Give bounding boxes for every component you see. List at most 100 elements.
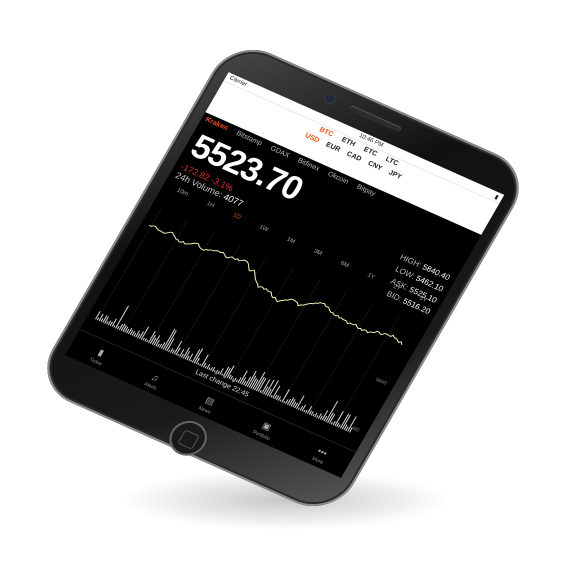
volume-bar	[305, 409, 308, 414]
volume-bar	[257, 377, 267, 392]
volume-bar	[266, 388, 272, 396]
range-1w[interactable]: 1W	[257, 224, 270, 234]
volume-bar	[106, 321, 109, 325]
tab-ticker[interactable]: ▮ Ticker	[88, 345, 110, 367]
grid-line	[229, 267, 294, 380]
volume-bar	[199, 363, 202, 366]
grid-line	[96, 208, 162, 321]
volume-bar	[239, 370, 248, 384]
volume-bar	[235, 379, 238, 383]
volume-bar	[338, 424, 341, 428]
volume-bar	[328, 414, 336, 424]
volume-bar	[211, 366, 216, 372]
bar-chart-icon: ▮	[96, 347, 106, 358]
volume-bar	[202, 362, 207, 368]
volume-bar	[111, 318, 117, 327]
volume-bar	[261, 379, 271, 394]
more-icon: •••	[315, 445, 330, 459]
volume-bar	[180, 353, 184, 358]
range-6m[interactable]: 6M	[339, 260, 350, 270]
volume-bar	[151, 337, 157, 345]
tab-more[interactable]: ••• More	[311, 445, 330, 466]
volume-bar	[319, 415, 323, 420]
volume-bar	[217, 370, 220, 375]
volume-bar	[334, 411, 344, 427]
range-10m[interactable]: 10m	[175, 187, 190, 198]
volume-bar	[173, 340, 183, 355]
volume-bar	[137, 333, 141, 339]
volume-bar	[164, 330, 177, 351]
volume-bar	[277, 396, 282, 401]
volume-bar	[160, 341, 166, 349]
volume-bar	[133, 332, 137, 337]
volume-bar	[186, 355, 190, 361]
volume-bar	[296, 395, 305, 409]
range-3m[interactable]: 3M	[312, 248, 323, 258]
volume-bar	[332, 420, 336, 426]
volume-bar	[100, 318, 104, 322]
volume-bar	[102, 315, 108, 323]
volume-bar	[294, 402, 298, 409]
tab-portfolio[interactable]: ▣ Portfolio	[251, 418, 277, 442]
briefcase-icon: ▣	[260, 420, 274, 433]
volume-bar	[153, 335, 161, 346]
tab-cad[interactable]: CAD	[345, 150, 363, 163]
tab-jpy[interactable]: JPY	[387, 169, 403, 181]
volume-bar	[275, 395, 280, 401]
volume-bar	[303, 409, 306, 413]
volume-bar	[168, 349, 171, 353]
volume-bar	[349, 427, 353, 433]
volume-bar	[279, 399, 282, 402]
grid-line	[176, 243, 241, 356]
range-1m[interactable]: 1M	[285, 236, 296, 246]
volume-bar	[122, 325, 127, 332]
tab-news[interactable]: ▤ News	[197, 394, 218, 416]
volume-bar	[312, 413, 315, 417]
price-line	[148, 224, 403, 345]
volume-bar	[146, 339, 149, 343]
tab-eur[interactable]: EUR	[324, 141, 342, 154]
range-1d[interactable]: 1D	[231, 212, 242, 222]
tab-usd[interactable]: USD	[303, 132, 321, 145]
volume-bar	[325, 400, 339, 423]
volume-bar	[177, 353, 180, 357]
volume-bar	[339, 413, 350, 429]
volume-bar	[190, 359, 193, 362]
volume-bar	[228, 374, 232, 379]
volume-bar	[171, 349, 175, 354]
range-1h[interactable]: 1H	[205, 200, 216, 210]
app-screen: Carrier 10:46 PM ▮ BTC ETH ETC LTC USD E…	[65, 72, 505, 478]
volume-bar	[237, 377, 242, 383]
volume-bar	[215, 369, 219, 374]
volume-bar	[252, 379, 259, 390]
volume-bar	[204, 365, 207, 369]
volume-bar	[149, 334, 156, 344]
volume-bar	[343, 424, 348, 431]
grid-line	[123, 220, 188, 332]
volume-bar	[281, 389, 290, 403]
battery-icon: ▮	[493, 194, 500, 201]
volume-bar	[341, 414, 351, 430]
volume-bar	[345, 426, 349, 431]
price-chart[interactable]: 5840 5460	[90, 206, 424, 439]
volume-bar	[321, 410, 329, 421]
volume-bar	[222, 366, 230, 377]
volume-bar	[272, 385, 281, 399]
axis-top-label: 5840	[374, 377, 387, 387]
range-1y[interactable]: 1Y	[365, 272, 376, 281]
volume-bar	[210, 367, 213, 371]
volume-bar	[206, 363, 211, 370]
volume-bar	[264, 379, 275, 396]
volume-bar	[188, 353, 194, 362]
volume-bar	[244, 376, 252, 387]
volume-bar	[232, 378, 235, 381]
volume-bar	[120, 323, 126, 331]
grid-line	[202, 255, 268, 368]
volume-bar	[126, 328, 130, 334]
volume-bar	[115, 305, 129, 329]
tab-alerts[interactable]: ♫ Alerts	[143, 371, 164, 392]
volume-bar	[213, 370, 216, 373]
tab-cny[interactable]: CNY	[366, 160, 384, 173]
volume-bar	[255, 376, 265, 392]
volume-bar	[248, 375, 257, 388]
